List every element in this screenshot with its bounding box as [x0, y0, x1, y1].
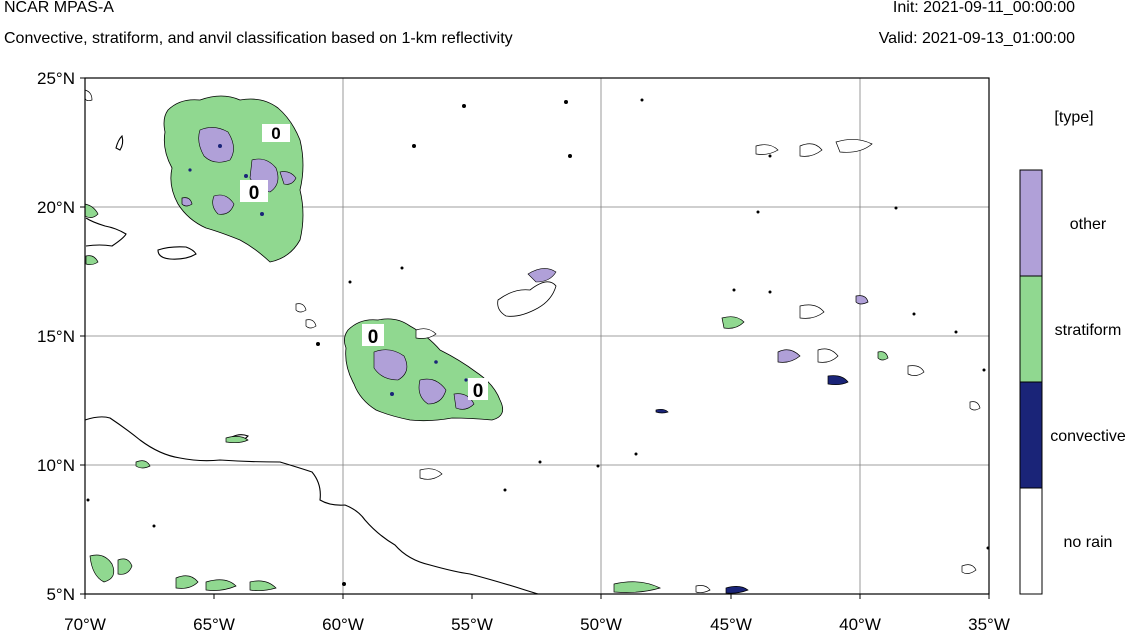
lon-label: 50°W: [580, 615, 622, 634]
tick-marks: [80, 77, 990, 599]
precip-isolated-dots: [86, 98, 990, 586]
lat-label: 15°N: [37, 327, 75, 346]
figure-subtitle: Convective, stratiform, and anvil classi…: [4, 30, 513, 47]
lon-label: 35°W: [968, 615, 1010, 634]
figure-title: NCAR MPAS-A: [4, 0, 114, 16]
precip-region-northwest: [163, 95, 304, 263]
lat-label: 25°N: [37, 69, 75, 88]
lat-label: 5°N: [46, 585, 75, 604]
lon-label: 45°W: [710, 615, 752, 634]
contour-label: 0: [271, 124, 280, 143]
lat-label: 10°N: [37, 456, 75, 475]
precip-scattered-cells: [84, 89, 981, 594]
lon-label: 65°W: [193, 615, 235, 634]
init-time: Init: 2021-09-11_00:00:00: [892, 0, 1075, 16]
contour-label: 0: [368, 327, 379, 348]
contour-label-box: [468, 378, 488, 400]
longitude-labels: 70°W 65°W 60°W 55°W 50°W 45°W 40°W 35°W: [64, 615, 1010, 634]
valid-time: Valid: 2021-09-13_01:00:00: [878, 30, 1075, 47]
lon-label: 60°W: [322, 615, 364, 634]
contour-label-box: [262, 124, 290, 142]
contour-labels: 0 0 0 0: [240, 124, 488, 402]
contour-label: 0: [473, 381, 484, 402]
lat-label: 20°N: [37, 198, 75, 217]
lon-label: 70°W: [64, 615, 106, 634]
latitude-labels: 25°N 20°N 15°N 10°N 5°N: [37, 69, 75, 604]
contour-label-box: [240, 180, 268, 202]
contour-label-box: [362, 324, 384, 346]
contour-label: 0: [249, 183, 260, 204]
lon-label: 55°W: [451, 615, 493, 634]
lon-label: 40°W: [839, 615, 881, 634]
